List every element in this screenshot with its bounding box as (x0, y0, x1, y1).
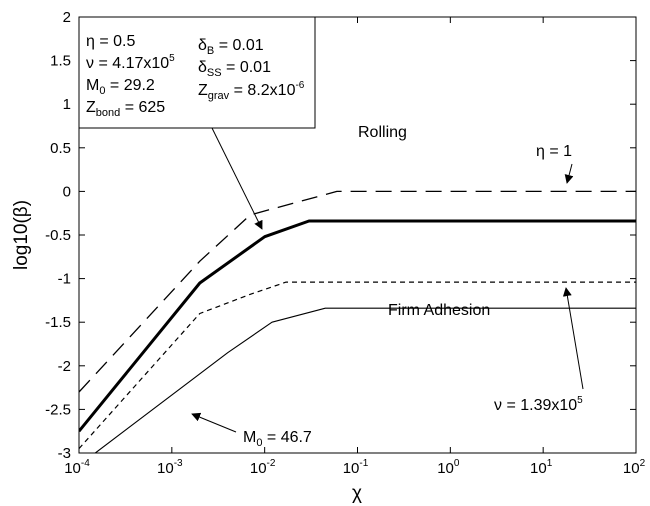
rolling-label: Rolling (358, 124, 407, 141)
x-tick-exponent: 1 (547, 458, 553, 469)
x-tick-label: 10-1 (343, 458, 369, 477)
nu-annotation-label: ν = 1.39x105 (494, 395, 583, 414)
y-tick-label: -0.5 (45, 227, 71, 244)
param-delta-ss: δSS = 0.01 (198, 59, 271, 79)
x-tick-base: 10 (343, 460, 360, 477)
x-tick-label: 100 (437, 458, 460, 477)
x-tick-label: 10-2 (250, 458, 276, 477)
x-tick-exponent: -4 (81, 458, 90, 469)
nu-arrow (562, 287, 584, 390)
x-tick-exponent: -3 (174, 458, 183, 469)
y-axis-label: log10(β) (11, 200, 32, 270)
param-box-arrow (211, 127, 263, 230)
x-tick-label: 10-4 (64, 458, 90, 477)
axis-ticks: 10-4 10-3 10-2 10-1 100 101 10221.510.50-0.5-1… (45, 9, 645, 477)
x-tick-label: 101 (530, 458, 553, 477)
param-zbond: Zbond = 625 (86, 99, 165, 119)
y-tick-label: -1.5 (45, 314, 71, 331)
x-tick-label: 102 (623, 458, 646, 477)
param-zgrav: Zgrav = 8.2x10-6 (198, 80, 305, 102)
y-tick-label: -2.5 (45, 401, 71, 418)
firm-adhesion-label: Firm Adhesion (388, 302, 490, 319)
y-tick-label: 0 (63, 183, 71, 200)
x-tick-base: 10 (530, 460, 547, 477)
m0-arrow (191, 412, 237, 433)
x-tick-label: 10-3 (157, 458, 183, 477)
eta1-label: η = 1 (536, 143, 572, 160)
y-tick-label: -2 (58, 358, 71, 375)
y-tick-label: 0.5 (50, 140, 71, 157)
x-tick-base: 10 (157, 460, 174, 477)
param-delta-b: δB = 0.01 (198, 37, 264, 57)
x-tick-exponent: -1 (359, 458, 368, 469)
x-tick-exponent: 2 (640, 458, 646, 469)
param-m0: M0 = 29.2 (86, 77, 155, 97)
y-tick-label: 2 (63, 9, 71, 26)
parameter-box-frame (78, 16, 316, 129)
m0-annotation-label: M0 = 46.7 (243, 429, 312, 449)
series-line-solid-thin (94, 307, 636, 453)
param-eta: η = 0.5 (86, 33, 135, 50)
y-tick-label: 1 (63, 96, 71, 113)
series-line-solid-thick (79, 219, 636, 433)
x-tick-base: 10 (437, 460, 454, 477)
x-tick-base: 10 (623, 460, 640, 477)
x-tick-base: 10 (64, 460, 81, 477)
x-tick-exponent: -2 (267, 458, 276, 469)
x-axis-label: χ (352, 483, 362, 504)
series-line-long-dash (79, 190, 636, 393)
series-line-short-dash (79, 281, 636, 449)
y-tick-label: -1 (58, 271, 71, 288)
y-tick-label: 1.5 (50, 53, 71, 70)
param-nu: ν = 4.17x105 (86, 53, 175, 72)
x-tick-exponent: 0 (454, 458, 460, 469)
parameter-box: η = 0.5 ν = 4.17x105 M0 = 29.2 Zbond = 6… (78, 16, 316, 129)
eta1-arrow (564, 163, 574, 184)
x-tick-base: 10 (250, 460, 267, 477)
series-lines (79, 190, 636, 453)
y-tick-label: -3 (58, 445, 71, 462)
